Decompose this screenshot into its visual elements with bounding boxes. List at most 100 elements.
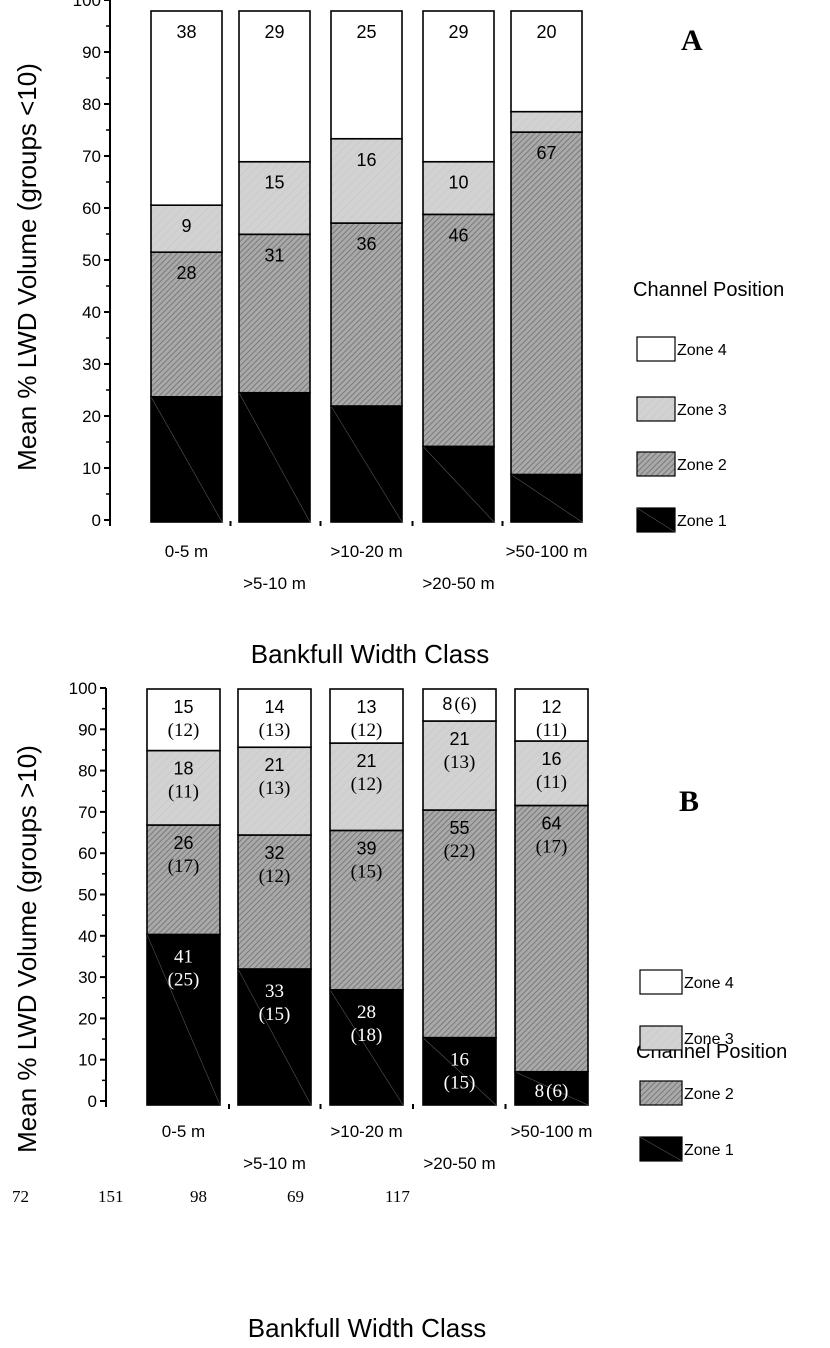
panel-b-zone1-diagonal (146, 934, 221, 1106)
panel-b-y-axis: 0 10 20 30 40 50 60 70 80 90 100 (69, 679, 107, 1111)
panel-a-value-label: 29 (264, 22, 284, 42)
panel-b-sd-label: (12) (168, 720, 200, 741)
panel-b-x-tick-label: >50-100 m (511, 1122, 593, 1141)
panel-a-value-label: 67 (536, 143, 556, 163)
panel-a: A Mean % LWD Volume (groups <10) 0 10 20 30… (12, 0, 784, 669)
panel-a-segment-zone-2 (238, 233, 311, 394)
panel-b-legend-swatch (639, 1080, 683, 1106)
panel-a-y-tick-label: 20 (82, 407, 101, 426)
panel-a-zone1-diagonal (330, 405, 403, 523)
panel-b-sd-label: (15) (444, 1073, 476, 1094)
panel-b-value-label: 21 (356, 751, 376, 771)
panel-b-sd-label: (13) (259, 778, 291, 799)
panel-b-value-label: 8 (6) (535, 1081, 569, 1102)
panel-b-sd-label: (17) (168, 856, 200, 877)
panel-b-sd-label: (17) (536, 836, 568, 857)
panel-a-y-tick-label: 0 (92, 511, 101, 530)
panel-a-y-tick-label: 70 (82, 147, 101, 166)
panel-b-sample-size: 69 (287, 1187, 304, 1206)
panel-b-sd-label: (11) (536, 772, 567, 793)
panel-b-bar-10-20-m: 28(18) 39 (15) 21 (12) 13 (12) (329, 688, 404, 1106)
panel-a-segment-zone-3 (510, 110, 583, 133)
panel-b-zone1-diagonal (514, 1071, 589, 1106)
panel-a-bar-5-10-m: 31 15 29 (238, 10, 311, 523)
panel-b-value-label: 18 (173, 759, 193, 779)
panel-a-segment-zone-2 (330, 222, 403, 407)
panel-b-value-label: 13 (356, 697, 376, 717)
panel-b-y-tick-label: 60 (78, 844, 97, 863)
panel-a-legend-label: Zone 2 (677, 457, 727, 474)
panel-b-x-tick-label: >5-10 m (243, 1154, 306, 1173)
panel-a-zone1-diagonal (150, 396, 223, 523)
panel-b-legend-item-zone-2: Zone 2 (639, 1080, 734, 1106)
panel-b-zone1-diagonal (329, 989, 404, 1106)
panel-a-y-tick-label: 80 (82, 95, 101, 114)
panel-a-segment-zone-4 (330, 10, 403, 140)
panel-b-segment-zone-4 (422, 688, 497, 722)
panel-b-sd-label: (13) (259, 720, 291, 741)
panel-a-segment-zone-3 (150, 204, 223, 253)
panel-a-zone1-diagonal (238, 392, 311, 523)
panel-a-value-label: 29 (448, 22, 468, 42)
panel-b-value-label: 12 (541, 697, 561, 717)
panel-a-legend-label: Zone 1 (677, 513, 727, 530)
panel-a-legend-swatch (636, 396, 676, 422)
panel-a-value-label: 36 (356, 234, 376, 254)
panel-b-segment-zone-3 (514, 740, 589, 807)
panel-b-value-label: 28 (357, 1002, 376, 1023)
panel-a-y-axis-title: Mean % LWD Volume (groups <10) (12, 63, 42, 471)
panel-b-value-label: 33 (265, 981, 284, 1002)
panel-b-legend-label: Zone 1 (684, 1142, 734, 1159)
panel-b-y-tick-label: 40 (78, 927, 97, 946)
panel-b-y-tick-label: 70 (78, 803, 97, 822)
panel-b-segment-zone-3 (146, 749, 221, 826)
panel-b-value-label: 41 (174, 946, 193, 967)
panel-a-zone1-diagonal (510, 474, 583, 523)
panel-a-x-tick-label: >5-10 m (243, 574, 306, 593)
panel-a-y-tick-label: 10 (82, 459, 101, 478)
panel-b-y-tick-label: 100 (69, 679, 97, 698)
panel-b: B Mean % LWD Volume (groups >10) 0 10 20 30… (12, 679, 787, 1343)
panel-b-value-label: 15 (173, 697, 193, 717)
panel-b-sd-label: (11) (536, 720, 567, 741)
panel-b-sd-label: (12) (259, 866, 291, 887)
panel-b-value-label: 16 (450, 1050, 469, 1071)
panel-a-value-label: 38 (176, 22, 196, 42)
panel-a-bar-20-50-m: 46 10 29 (422, 10, 495, 523)
panel-b-sd-label: (18) (351, 1025, 383, 1046)
panel-a-x-tick-label: >20-50 m (422, 574, 494, 593)
panel-b-sd-label: (15) (351, 861, 383, 882)
panel-b-value-label: 32 (264, 843, 284, 863)
panel-b-segment-zone-3 (329, 742, 404, 832)
panel-a-segment-zone-2 (510, 131, 583, 476)
panel-a-segment-zone-4 (510, 10, 583, 113)
panel-b-y-tick-label: 20 (78, 1009, 97, 1028)
panel-b-segment-zone-4 (329, 688, 404, 744)
panel-b-x-tick-label: >20-50 m (423, 1154, 495, 1173)
panel-b-legend-item-zone-3: Zone 3 (639, 1025, 734, 1051)
panel-a-legend-label: Zone 4 (677, 342, 727, 359)
panel-a-value-label: 9 (181, 216, 191, 236)
panel-a-bar-10-20-m: 36 16 25 (330, 10, 403, 523)
panel-a-legend-item-zone-2: Zone 2 (636, 451, 727, 477)
panel-b-sd-label: (15) (259, 1004, 291, 1025)
panel-a-x-tick-label: >50-100 m (506, 542, 588, 561)
panel-a-legend-swatch-diagonal (636, 507, 676, 533)
panel-a-legend-item-zone-1: Zone 1 (636, 507, 727, 533)
panel-b-x-axis-title: Bankfull Width Class (248, 1313, 486, 1343)
panel-b-value-label: 16 (541, 749, 561, 769)
panel-a-x-tick-label: 0-5 m (165, 542, 208, 561)
panel-b-bar-50-100-m: 8 (6) 64 (17) 16 (11) 12 (11) (514, 688, 589, 1106)
panel-b-y-tick-label: 90 (78, 720, 97, 739)
panel-b-label: B (679, 785, 699, 818)
panel-a-y-axis: 0 10 20 30 40 50 60 70 80 90 100 (73, 0, 111, 530)
panel-b-legend-label: Zone 4 (684, 975, 734, 992)
panel-b-legend-swatch-diagonal (639, 1136, 683, 1162)
panel-b-sd-label: (11) (168, 782, 199, 803)
panel-b-value-label: 14 (264, 697, 284, 717)
panel-a-y-tick-label: 60 (82, 199, 101, 218)
panel-b-segment-zone-2 (146, 824, 221, 936)
panel-a-value-label: 10 (448, 173, 468, 193)
panel-a-segment-zone-4 (150, 10, 223, 206)
